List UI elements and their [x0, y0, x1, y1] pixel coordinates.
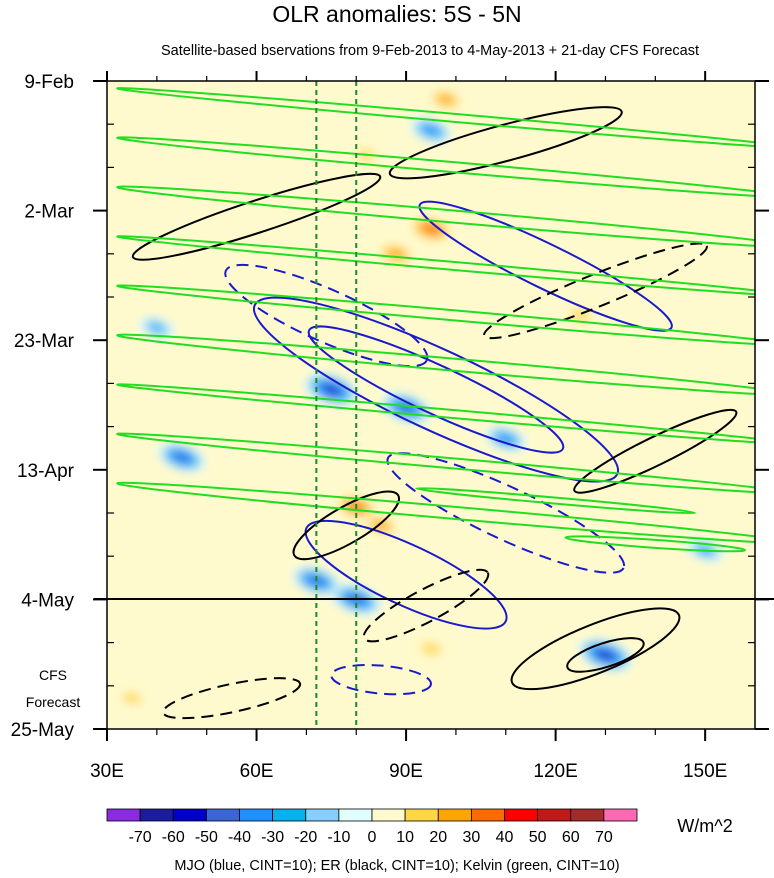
- colorbar-swatch: [470, 808, 505, 822]
- colorbar-label: 60: [562, 829, 580, 846]
- anomaly-cell: [324, 385, 338, 394]
- kelvin-contour: [116, 383, 755, 446]
- mjo-contour: [386, 452, 626, 574]
- anomaly-cell: [174, 453, 189, 462]
- colorbar-swatch: [603, 808, 638, 822]
- colorbar-swatch: [239, 808, 274, 822]
- anomaly-cell: [122, 692, 142, 704]
- er-contour: [362, 568, 490, 643]
- colorbar-swatch: [437, 808, 472, 822]
- y-tick-label: 13-Apr: [17, 461, 75, 482]
- mjo-contour: [418, 200, 673, 332]
- mjo-contour: [330, 664, 432, 696]
- forecast-label-line1: CFS: [39, 667, 67, 683]
- er-contour: [573, 408, 738, 494]
- y-tick-label: 2-Mar: [24, 202, 74, 223]
- y-tick-label: 25-May: [11, 720, 75, 741]
- kelvin-contour: [116, 432, 755, 495]
- colorbar-swatch: [570, 808, 605, 822]
- forecast-label-line2: Forecast: [26, 694, 81, 710]
- colorbar-units: W/m^2: [677, 816, 732, 836]
- colorbar: -70 -60 -50 -40 -30 -20 -10 0 10 20 30 40 50 60 70: [106, 808, 638, 846]
- colorbar-label: -40: [228, 829, 251, 846]
- mjo-contour: [304, 519, 508, 630]
- axes: 9-Feb 2-Mar 23-Mar 13-Apr 4-May 25-May 30E 60E 9…: [11, 71, 769, 782]
- anomaly-cell: [373, 520, 390, 531]
- colorbar-swatch: [172, 808, 207, 822]
- kelvin-contour: [116, 333, 755, 397]
- colorbar-swatch: [537, 808, 572, 822]
- y-tick-label: 23-Mar: [14, 331, 75, 352]
- colorbar-label: -70: [129, 829, 152, 846]
- er-contour: [162, 677, 302, 720]
- x-tick-label: 90E: [389, 761, 423, 782]
- colorbar-label: 40: [496, 829, 514, 846]
- colorbar-swatch: [106, 808, 141, 822]
- kelvin-contour: [116, 185, 755, 249]
- x-tick-label: 150E: [683, 761, 727, 782]
- anomaly-cell: [420, 642, 442, 655]
- anomaly-cell: [437, 94, 455, 105]
- chart-subtitle: Satellite-based bservations from 9-Feb-2…: [161, 43, 699, 59]
- mjo-contour: [307, 325, 565, 454]
- colorbar-swatch: [305, 808, 340, 822]
- colorbar-label: -30: [261, 829, 284, 846]
- colorbar-swatch: [371, 808, 406, 822]
- colorbar-swatch: [139, 808, 174, 822]
- anomaly-cell: [148, 322, 165, 333]
- colorbar-label: -20: [294, 829, 317, 846]
- kelvin-contour: [116, 284, 755, 347]
- x-tick-label: 30E: [90, 761, 124, 782]
- wave-contours: [116, 87, 755, 720]
- er-contour: [510, 607, 681, 691]
- colorbar-swatch: [205, 808, 240, 822]
- colorbar-swatch: [504, 808, 539, 822]
- colorbar-label: 20: [429, 829, 447, 846]
- plot-background: [107, 81, 755, 729]
- plot-frame: [106, 80, 756, 730]
- colorbar-label: 70: [595, 829, 613, 846]
- legend-caption: MJO (blue, CINT=10); ER (black, CINT=10)…: [174, 858, 619, 874]
- kelvin-contour: [116, 136, 755, 199]
- y-tick-label: 4-May: [21, 590, 74, 611]
- colorbar-swatch: [272, 808, 307, 822]
- er-contour: [131, 172, 382, 261]
- colorbar-label: 30: [462, 829, 480, 846]
- colorbar-label: -50: [195, 829, 218, 846]
- kelvin-contour: [564, 535, 747, 553]
- colorbar-label: -10: [327, 829, 350, 846]
- anomaly-cell: [598, 650, 613, 659]
- colorbar-label: -60: [162, 829, 185, 846]
- y-tick-label: 9-Feb: [24, 72, 74, 93]
- mjo-contour: [224, 263, 429, 368]
- kelvin-contour: [415, 487, 697, 515]
- reference-lines: [315, 81, 358, 729]
- er-contour: [566, 637, 645, 673]
- colorbar-label: 10: [396, 829, 414, 846]
- plot-area: [107, 81, 755, 729]
- anomaly-cell: [423, 125, 439, 135]
- chart-title: OLR anomalies: 5S - 5N: [272, 1, 521, 27]
- x-tick-label: 60E: [240, 761, 274, 782]
- colorbar-label: 50: [529, 829, 547, 846]
- kelvin-contour: [116, 87, 755, 149]
- kelvin-contour: [116, 235, 755, 298]
- er-contour: [483, 242, 708, 340]
- colorbar-swatch: [338, 808, 373, 822]
- colorbar-swatch: [404, 808, 439, 822]
- x-tick-label: 120E: [533, 761, 577, 782]
- kelvin-contour: [116, 481, 755, 545]
- colorbar-label: 0: [368, 829, 377, 846]
